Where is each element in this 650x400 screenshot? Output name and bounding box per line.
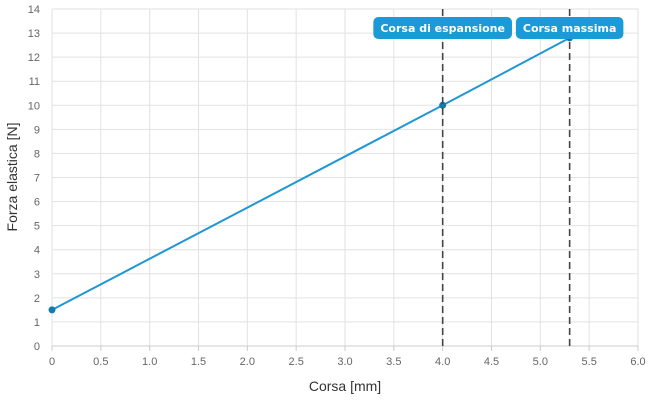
x-tick-label: 1.0 (142, 356, 157, 368)
chart-grid (51, 8, 639, 347)
y-axis-title: Forza elastica [N] (4, 123, 20, 232)
y-tick-label: 6 (34, 197, 40, 209)
y-tick-label: 11 (29, 76, 40, 88)
y-tick-label: 8 (34, 148, 40, 160)
x-tick-label: 3.0 (337, 356, 352, 368)
x-tick-label: 0.5 (93, 356, 108, 368)
x-tick-label: 5.0 (533, 356, 548, 368)
x-axis-title: Corsa [mm] (309, 378, 381, 394)
x-tick-label: 6.0 (630, 356, 645, 368)
x-tick-label: 4.0 (435, 356, 450, 368)
y-tick-label: 5 (34, 221, 40, 233)
chart-annotations: Corsa di espansione Corsa massima (373, 9, 624, 346)
x-tick-label: 4.5 (484, 356, 499, 368)
y-tick-label: 14 (28, 4, 40, 16)
x-tick-label: 1.5 (191, 356, 206, 368)
annotation-label-text: Corsa massima (523, 22, 617, 35)
x-axis-ticks: 0 0.5 1.0 1.5 2.0 2.5 3.0 3.5 4.0 4.5 5.0 5.5 6.0 (49, 346, 646, 368)
annotation-label: Corsa massima (515, 17, 624, 39)
x-tick-label: 3.5 (386, 356, 401, 368)
x-tick-label: 5.5 (582, 356, 597, 368)
y-tick-label: 4 (34, 245, 40, 257)
y-tick-label: 13 (28, 28, 40, 40)
y-tick-label: 3 (34, 269, 40, 281)
annotation-label: Corsa di espansione (373, 17, 512, 39)
x-tick-label: 2.5 (289, 356, 304, 368)
y-tick-label: 7 (34, 173, 40, 185)
annotation-label-text: Corsa di espansione (380, 22, 505, 35)
annotation-label-box (373, 17, 512, 39)
y-tick-label: 9 (34, 124, 40, 136)
y-tick-label: 12 (28, 52, 40, 64)
x-tick-label: 2.0 (240, 356, 255, 368)
y-tick-label: 10 (28, 100, 40, 112)
x-tick-label: 0 (49, 356, 55, 368)
annotation-label-box (515, 17, 624, 39)
y-tick-label: 1 (34, 317, 40, 329)
data-point (48, 306, 56, 314)
data-point (439, 101, 447, 109)
y-tick-label: 2 (34, 293, 40, 305)
y-tick-label: 0 (34, 341, 40, 353)
chart-series (48, 34, 574, 314)
